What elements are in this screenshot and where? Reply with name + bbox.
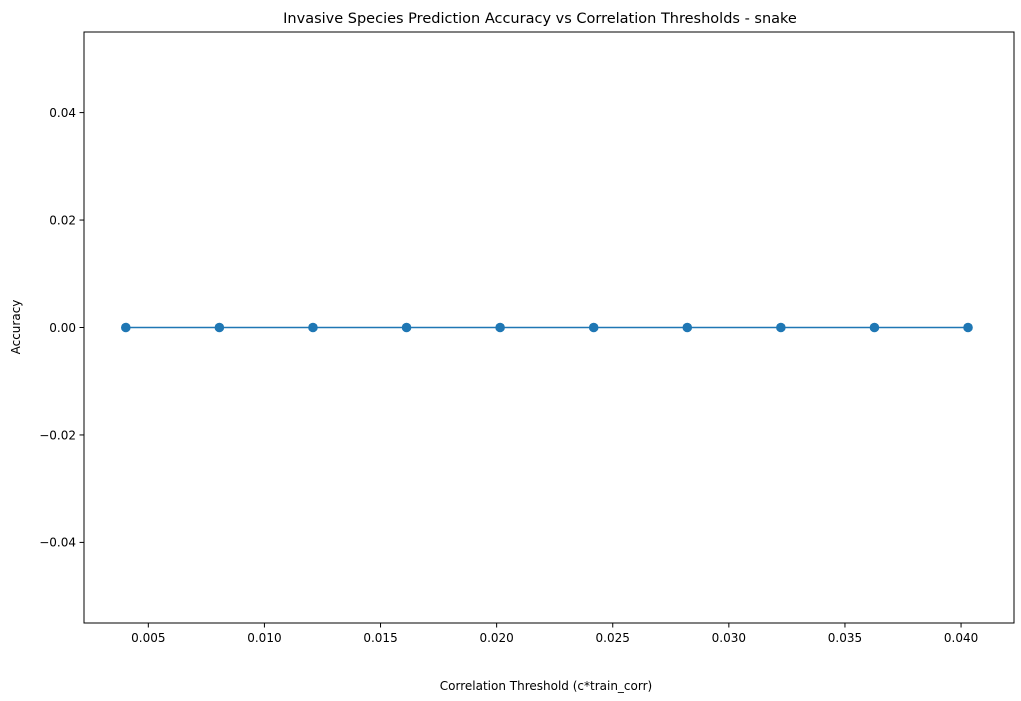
y-tick-label: −0.04 — [39, 536, 76, 550]
x-tick-label: 0.030 — [712, 631, 746, 645]
y-tick-label: 0.00 — [49, 321, 76, 335]
data-point-marker — [120, 322, 131, 333]
data-point-marker — [682, 322, 693, 333]
data-point-marker — [401, 322, 412, 333]
x-axis-label: Correlation Threshold (c*train_corr) — [440, 679, 652, 693]
x-tick-label: 0.010 — [247, 631, 281, 645]
y-axis-label: Accuracy — [9, 300, 23, 355]
y-axis-ticks: −0.04 −0.02 0.00 0.02 0.04 — [39, 106, 84, 550]
y-tick-label: 0.04 — [49, 106, 76, 120]
chart-title: Invasive Species Prediction Accuracy vs … — [283, 11, 797, 27]
y-tick-label: −0.02 — [39, 428, 76, 442]
x-axis-ticks: 0.005 0.010 0.015 0.020 0.025 0.030 0.035 0.040 — [131, 623, 978, 645]
x-tick-label: 0.040 — [944, 631, 978, 645]
x-tick-label: 0.035 — [828, 631, 862, 645]
data-point-marker — [308, 322, 318, 333]
series-layer — [120, 322, 973, 333]
x-tick-label: 0.025 — [596, 631, 630, 645]
data-point-marker — [776, 322, 786, 333]
x-tick-label: 0.005 — [131, 631, 165, 645]
data-point-marker — [963, 322, 973, 333]
x-tick-label: 0.015 — [363, 631, 397, 645]
x-tick-label: 0.020 — [479, 631, 513, 645]
data-point-marker — [214, 322, 225, 333]
data-point-marker — [495, 322, 505, 333]
y-tick-label: 0.02 — [49, 213, 76, 227]
data-point-marker — [869, 322, 880, 333]
data-point-marker — [588, 322, 599, 333]
